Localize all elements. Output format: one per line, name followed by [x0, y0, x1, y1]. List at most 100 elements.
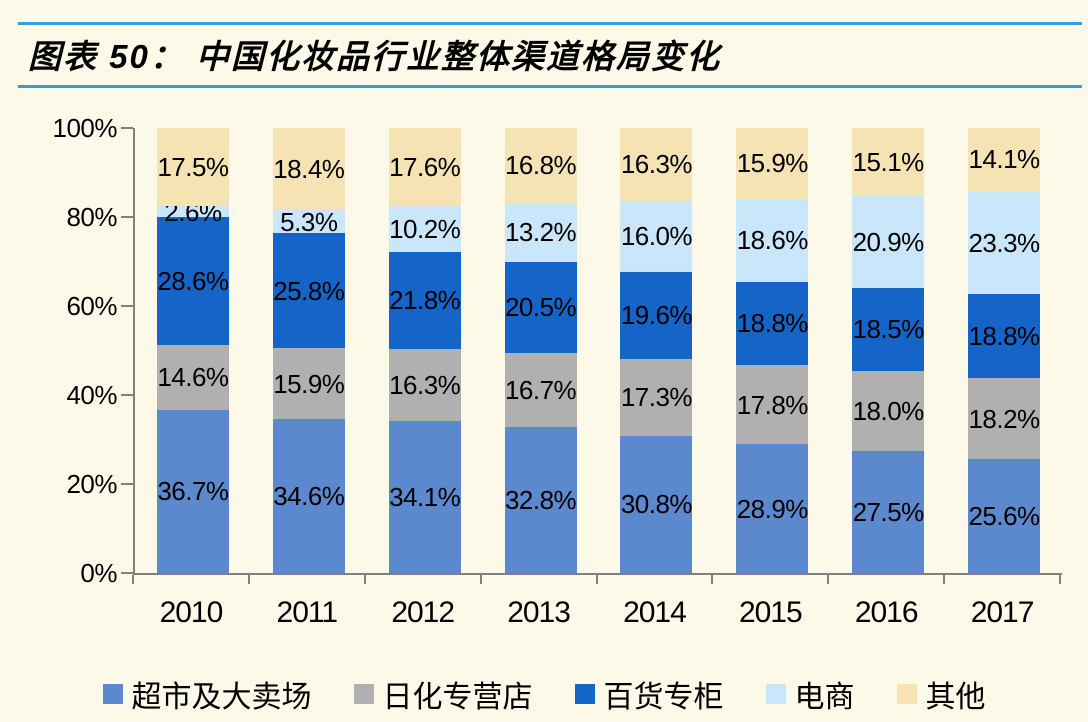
bar-value-label: 17.3%: [620, 382, 693, 413]
bar-segment: 16.8%: [504, 128, 577, 203]
x-category-label: 2017: [970, 596, 1035, 629]
x-tick: [479, 575, 482, 584]
bar-value-label: 15.9%: [273, 368, 345, 399]
bar-column: 34.1% 16.3% 21.8% 10.2% 17.6%: [367, 128, 483, 573]
bar-value-label: 21.8%: [389, 285, 461, 316]
legend-label: 超市及大卖场: [131, 681, 312, 714]
y-tick-label: 100%: [52, 113, 118, 143]
legend-label: 百货专柜: [603, 681, 724, 714]
bar-segment: 18.8%: [736, 281, 809, 366]
bar-columns: 36.7% 14.6% 28.6% 2.6% 17.5% 34.6% 15.9% 25.8% 5…: [135, 128, 1062, 573]
bar-value-label: 28.6%: [157, 266, 229, 297]
bar-segment: 14.6%: [156, 344, 229, 410]
bar-value-label: 20.5%: [504, 292, 577, 323]
x-tick: [943, 575, 946, 584]
y-tick-label: 40%: [66, 380, 117, 410]
bar-value-label: 13.2%: [504, 217, 577, 248]
x-tick: [711, 575, 714, 584]
x-category-label: 2013: [507, 596, 571, 629]
bar-value-label: 14.1%: [968, 144, 1040, 175]
bar-segment: 25.6%: [968, 459, 1040, 573]
bar-segment: 25.8%: [272, 233, 345, 349]
legend-label: 日化专营店: [382, 681, 533, 714]
bar-value-label: 20.9%: [852, 226, 925, 257]
bar-segment: 13.2%: [504, 202, 577, 262]
bar-value-label: 17.6%: [389, 152, 461, 183]
legend-swatch: [765, 684, 786, 704]
bar-segment: 17.8%: [736, 365, 809, 445]
bar-value-label: 15.1%: [852, 146, 925, 177]
bar-column: 36.7% 14.6% 28.6% 2.6% 17.5%: [135, 128, 251, 573]
bar-segment: 5.3%: [272, 209, 345, 235]
header-top-rule: [18, 22, 1082, 25]
bar-value-label: 28.9%: [736, 493, 809, 524]
bar-value-label: 34.6%: [273, 481, 345, 512]
bar-segment: 16.3%: [388, 348, 461, 422]
bar-value-label: 16.3%: [389, 370, 461, 400]
bar-value-label: 18.5%: [852, 314, 925, 345]
bar-segment: 20.9%: [852, 195, 925, 289]
bar-value-label: 17.8%: [736, 389, 809, 420]
x-category-label: 2014: [623, 596, 687, 629]
y-tick-label: 80%: [66, 202, 117, 232]
y-tick: [121, 572, 133, 574]
x-tick: [247, 575, 250, 584]
bar-segment: 18.8%: [968, 294, 1040, 379]
x-tick: [595, 575, 598, 584]
legend-swatch: [102, 684, 123, 704]
bar-column: 30.8% 17.3% 19.6% 16.0% 16.3%: [599, 128, 715, 573]
bar-column: 34.6% 15.9% 25.8% 5.3% 18.4%: [251, 128, 367, 573]
legend-label: 其他: [925, 681, 986, 714]
bar-column: 32.8% 16.7% 20.5% 13.2% 16.8%: [483, 128, 599, 573]
bar-value-label: 16.8%: [504, 150, 577, 181]
bar-value-label: 16.0%: [620, 221, 693, 252]
x-category-label: 2016: [854, 596, 919, 629]
bar-value-label: 17.5%: [157, 151, 229, 182]
x-category-label: 2011: [276, 596, 339, 629]
bar-column: 25.6% 18.2% 18.8% 23.3% 14.1%: [946, 128, 1062, 573]
bar-value-label: 15.9%: [736, 148, 809, 179]
bar-segment: 17.5%: [156, 128, 229, 206]
bar-value-label: 18.4%: [273, 153, 345, 184]
x-tick: [827, 575, 830, 584]
bar-value-label: 16.3%: [620, 149, 693, 180]
x-category-label: 2010: [159, 596, 224, 629]
bar-value-label: 32.8%: [504, 485, 577, 516]
y-tick: [121, 127, 133, 129]
legend-item: 超市及大卖场: [102, 672, 312, 716]
legend-item: 其他: [896, 672, 986, 716]
x-tick: [132, 575, 134, 584]
legend-swatch: [574, 684, 595, 704]
bar-segment: 28.6%: [156, 217, 229, 345]
x-category-label: 2012: [391, 596, 455, 629]
bar-segment: 32.8%: [504, 427, 577, 573]
bar-value-label: 25.6%: [968, 501, 1040, 532]
bar-value-label: 23.3%: [968, 227, 1040, 258]
y-tick: [121, 305, 133, 307]
bar-value-label: 18.8%: [736, 308, 809, 339]
legend-swatch: [353, 684, 374, 704]
bar-segment: 20.5%: [504, 261, 577, 353]
bar-value-label: 18.6%: [736, 225, 809, 256]
bar-segment: 10.2%: [388, 206, 461, 252]
x-tick: [1059, 575, 1061, 584]
bar-value-label: 16.7%: [504, 374, 577, 405]
bar-segment: 34.6%: [272, 419, 345, 573]
legend-swatch: [896, 684, 917, 704]
bar-segment: 15.9%: [272, 348, 345, 420]
bar-segment: 17.6%: [388, 128, 461, 207]
header-bottom-rule: [18, 85, 1082, 88]
bar-segment: 17.3%: [620, 358, 693, 436]
x-category-label: 2015: [738, 596, 803, 629]
bar-segment: 18.6%: [736, 198, 809, 282]
legend: 超市及大卖场 日化专营店 百货专柜 电商 其他: [0, 672, 1088, 716]
y-tick: [121, 394, 133, 396]
bar-segment: 34.1%: [388, 421, 461, 573]
bar-segment: 18.4%: [272, 128, 345, 210]
bar-segment: 16.0%: [620, 200, 693, 272]
bar-column: 28.9% 17.8% 18.8% 18.6% 15.9%: [714, 128, 830, 573]
bar-segment: 16.7%: [504, 352, 577, 428]
legend-item: 电商: [765, 672, 855, 716]
bar-segment: 28.9%: [736, 444, 808, 573]
